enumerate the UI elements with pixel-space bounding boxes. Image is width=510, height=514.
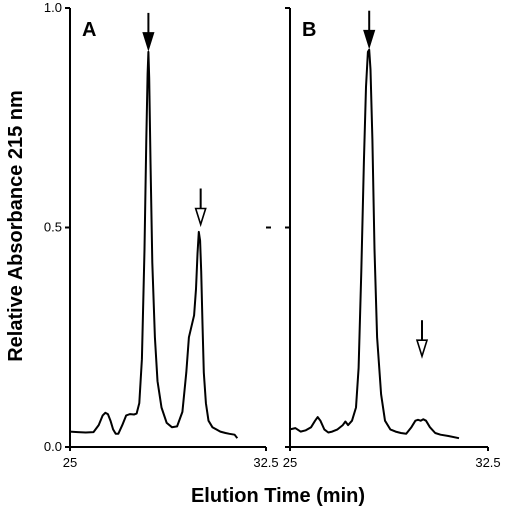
panel-b-open-arrow (415, 320, 429, 359)
panel-b-open-arrow-head (415, 339, 429, 359)
panel-a-open-arrow (194, 188, 207, 228)
panel-b-filled-arrow-head (363, 29, 376, 50)
panel-a: 0.0 0.5 1.0 25 32.5 A (44, 0, 279, 470)
panel-b-label: B (302, 19, 316, 41)
panel-b-xtick-label: 25 (283, 455, 297, 470)
panel-a-ytick-label: 0.5 (44, 220, 62, 235)
panel-a-filled-arrow (142, 12, 155, 52)
panel-a-xtick-label: 25 (63, 455, 77, 470)
panel-b-xtick-label: 32.5 (475, 455, 500, 470)
panel-a-filled-arrow-head (142, 32, 155, 52)
panel-a-trace (69, 50, 239, 439)
panel-a-label: A (82, 19, 96, 41)
panel-b: 25 32.5 B (283, 7, 501, 470)
panel-a-ytick-label: 0.0 (44, 439, 62, 454)
panels-group: 0.0 0.5 1.0 25 32.5 A 25 32.5 B (44, 0, 501, 470)
panel-b-filled-arrow (363, 10, 376, 50)
panel-a-axes (69, 8, 266, 448)
panel-b-axes (289, 8, 488, 448)
panel-a-xtick-label: 32.5 (253, 455, 278, 470)
y-axis-title: Relative Absorbance 215 nm (5, 90, 27, 362)
panel-b-trace (289, 48, 460, 440)
panel-a-open-arrow-head (194, 207, 207, 228)
panel-a-ytick-label: 1.0 (44, 0, 62, 15)
x-axis-title: Elution Time (min) (191, 485, 365, 507)
